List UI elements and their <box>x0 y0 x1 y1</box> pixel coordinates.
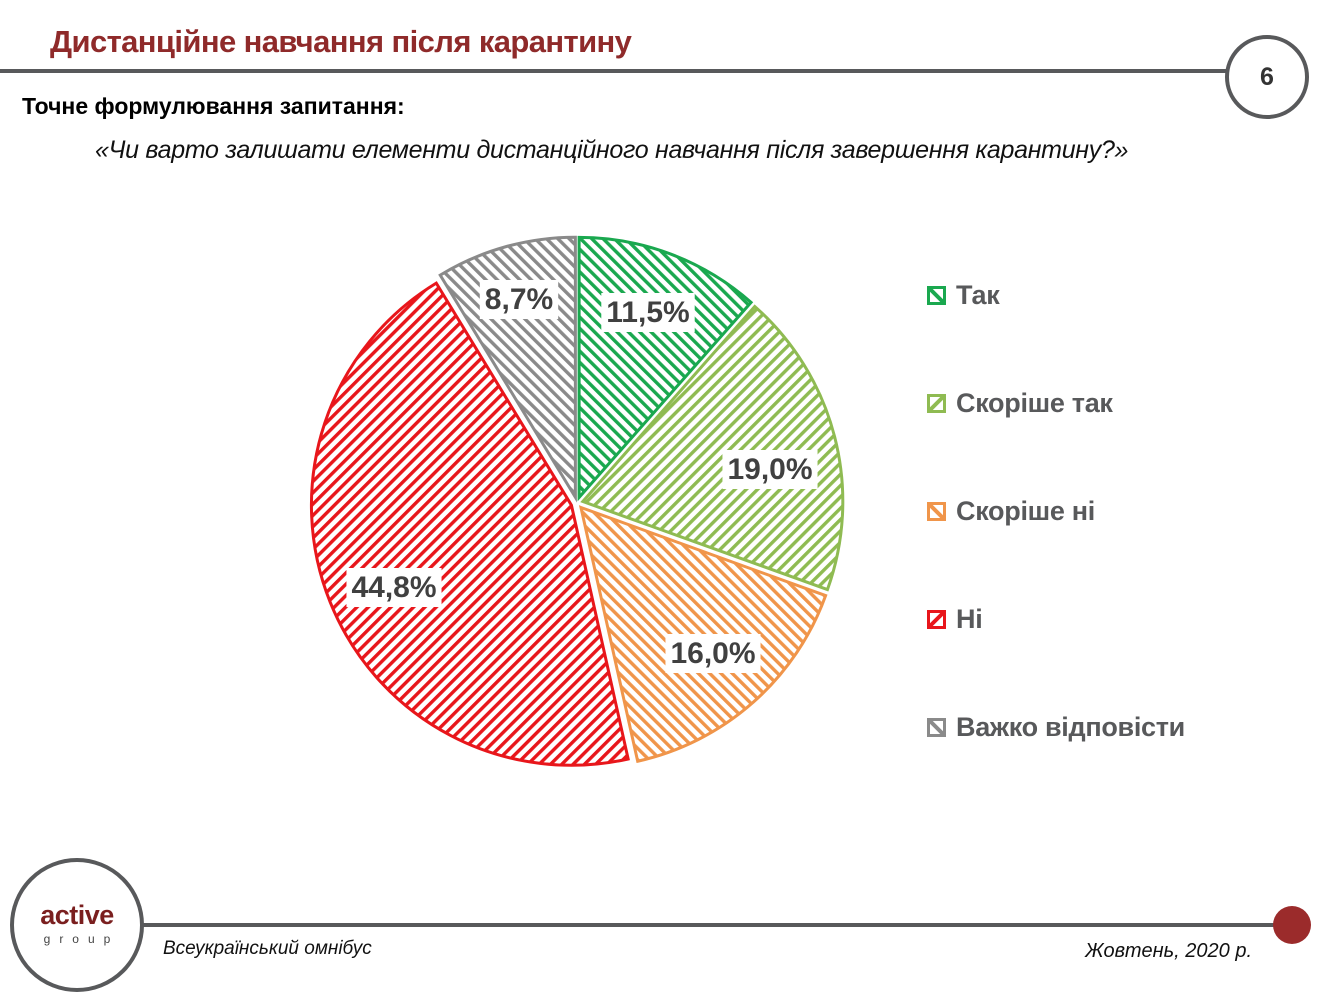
footer-survey-name: Всеукраїнський омнібус <box>163 938 372 959</box>
legend-swatch-icon <box>927 501 946 521</box>
legend-swatch-icon <box>927 393 946 413</box>
data-label-background <box>665 634 761 673</box>
legend-label: Так <box>956 279 1000 310</box>
page-number: 6 <box>1260 62 1274 91</box>
legend-item-skorishe-ni: Скоріше ні <box>927 491 1095 531</box>
pie-data-label: 19,0% <box>727 453 812 486</box>
header-divider <box>0 69 1230 73</box>
pie-data-label: 11,5% <box>606 296 689 329</box>
legend-swatch-icon <box>927 717 946 737</box>
page-number-badge: 6 <box>1225 35 1309 119</box>
pie-data-label: 16,0% <box>670 637 755 670</box>
footer-divider <box>140 923 1290 927</box>
data-label-background <box>479 280 559 319</box>
legend-swatch-icon <box>927 285 946 305</box>
legend-label: Ні <box>956 603 983 634</box>
footer-dot-icon <box>1273 906 1311 944</box>
pie-data-label: 44,8% <box>351 571 436 604</box>
data-label-background <box>722 450 818 489</box>
legend-item-skorishe-tak: Скоріше так <box>927 383 1113 423</box>
footer-date: Жовтень, 2020 р. <box>1085 940 1252 962</box>
legend-item-tak: Так <box>927 275 1000 315</box>
data-label-background <box>601 293 695 332</box>
logo-wordmark: active <box>40 900 114 930</box>
question-label: Точне формулювання запитання: <box>22 93 405 119</box>
legend-swatch-icon <box>927 609 946 629</box>
question-text: «Чи варто залишати елементи дистанційног… <box>95 136 1129 164</box>
legend-item-ni: Ні <box>927 599 983 639</box>
data-label-background <box>346 568 442 607</box>
legend-label: Скоріше ні <box>956 495 1095 526</box>
pie-slice-3 <box>309 281 630 767</box>
active-group-logo: active group <box>10 858 144 992</box>
pie-data-labels: 11,5% 19,0% 16,0% 44,8% 8,7% <box>346 280 818 673</box>
legend-item-vazhko-vidpovisty: Важко відповісти <box>927 707 1185 747</box>
logo-subtitle: group <box>43 932 120 946</box>
pie-slices <box>309 235 845 767</box>
legend-label: Скоріше так <box>956 387 1113 418</box>
legend-label: Важко відповісти <box>956 711 1185 742</box>
pie-data-label: 8,7% <box>485 283 553 316</box>
pie-slice-1 <box>580 304 845 592</box>
page-title: Дистанційне навчання після карантину <box>50 24 632 59</box>
